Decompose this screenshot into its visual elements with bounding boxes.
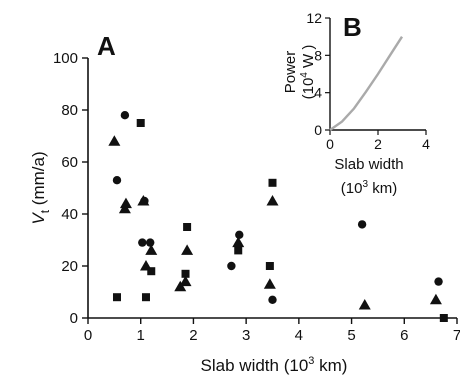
panel-a-letter: A [97, 31, 116, 61]
inset-y-axis-label-power: Power [282, 51, 299, 94]
inset-x-tick-label: 4 [422, 136, 430, 152]
circle-marker [434, 277, 443, 286]
square-marker [141, 293, 150, 302]
main-y-tick-label: 100 [53, 50, 78, 67]
main-x-axis-label: Slab width (103 km) [201, 355, 348, 375]
inset-y-tick-label: 0 [314, 122, 322, 138]
triangle-marker [266, 195, 279, 206]
main-x-tick-label: 0 [84, 327, 92, 344]
main-x-tick-label: 2 [189, 327, 197, 344]
circle-marker [112, 176, 122, 185]
triangle-marker [137, 195, 150, 206]
main-y-tick-label: 0 [70, 310, 78, 327]
main-y-axis-label: Vt (mm/a) [29, 151, 52, 224]
square-marker [147, 267, 156, 276]
circle-marker [146, 238, 155, 247]
main-x-tick-label: 5 [347, 327, 355, 344]
inset-y-tick-label: 8 [314, 47, 322, 63]
main-x-tick-label: 6 [400, 327, 408, 344]
triangle-marker [145, 244, 158, 255]
inset-y-tick-label: 4 [314, 85, 322, 101]
square-marker [234, 246, 243, 255]
inset-x-tick-label: 0 [326, 136, 334, 152]
inset-y-tick-label: 12 [306, 10, 322, 26]
main-x-tick-label: 1 [137, 327, 145, 344]
circle-marker [235, 230, 244, 239]
triangle-marker [119, 197, 132, 209]
square-marker [136, 119, 145, 127]
main-x-tick-label: 4 [295, 327, 303, 344]
square-marker [268, 178, 277, 187]
triangle-marker [181, 244, 194, 255]
panel-b-inset: B 0 2 4 0 4 8 12 Slab width (103 km) Power (10… [282, 10, 430, 197]
main-x-tick-label: 3 [242, 327, 250, 344]
circle-marker [138, 238, 147, 247]
square-marker [265, 262, 274, 270]
panel-b-letter: B [343, 12, 362, 42]
square-marker [183, 223, 192, 231]
circle-marker [268, 295, 277, 304]
inset-x-tick-label: 2 [374, 136, 382, 152]
inset-x-axis-label-line2: (103 km) [341, 179, 397, 197]
triangle-marker [358, 299, 371, 310]
square-marker [439, 314, 448, 322]
main-y-tick-label: 40 [61, 206, 78, 223]
inset-x-axis-label-line1: Slab width [334, 156, 403, 173]
triangle-marker [139, 260, 152, 271]
circle-marker [227, 261, 236, 271]
main-y-tick-label: 60 [61, 154, 78, 171]
triangle-marker [179, 275, 192, 287]
triangle-marker [232, 236, 245, 248]
main-y-tick-label: 20 [61, 258, 78, 275]
square-marker [181, 269, 190, 278]
main-y-tick-label: 80 [61, 102, 78, 119]
inset-power-curve [329, 36, 404, 131]
main-x-tick-label: 7 [453, 327, 460, 344]
circle-marker [120, 111, 130, 120]
inset-axes: 0 2 4 0 4 8 12 [306, 10, 430, 152]
triangle-marker [429, 293, 442, 305]
inset-y-axis-label-units: (104 W ) [299, 45, 317, 100]
triangle-marker [263, 278, 276, 289]
square-marker [112, 293, 121, 302]
triangle-marker [108, 135, 121, 146]
main-data-points [108, 111, 448, 322]
circle-marker [357, 220, 367, 229]
